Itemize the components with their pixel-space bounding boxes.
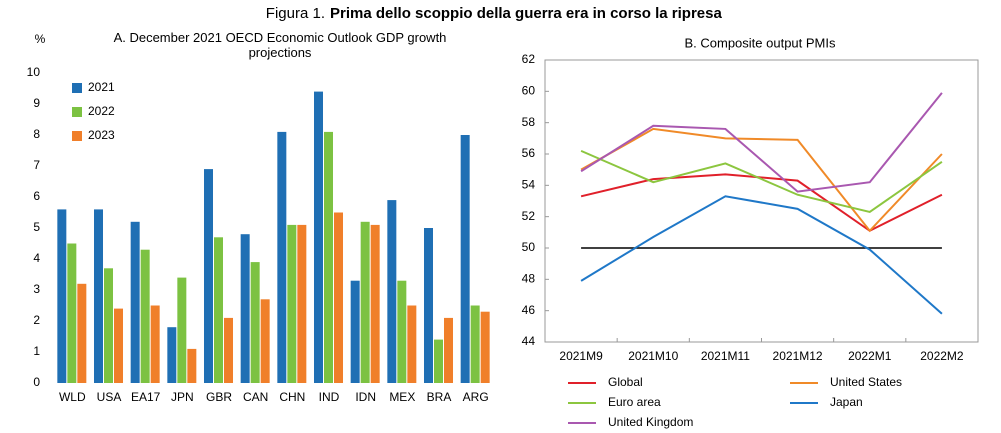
y-tick-label: 1 [33,344,40,358]
legend-label: 2021 [88,80,115,94]
bar [260,299,270,383]
chart-b-title: B. Composite output PMIs [684,35,836,50]
y-tick-label: 7 [33,158,40,172]
legend-label: Global [608,375,643,389]
y-tick-label: 2 [33,313,40,327]
bar [350,280,360,383]
y-tick-label: 62 [522,52,536,66]
y-tick-label: 8 [33,127,40,141]
y-tick-label: 56 [522,146,536,160]
bar [314,91,323,383]
bar [94,209,103,383]
bar [297,224,307,383]
legend-label: 2023 [88,128,115,142]
bar [287,224,297,383]
y-tick-label: 10 [27,65,41,79]
x-tick-label: WLD [59,390,86,404]
x-tick-label: USA [97,390,122,404]
legend-label: Japan [830,395,863,409]
bar [444,317,453,383]
y-tick-label: 5 [33,220,40,234]
bar [480,311,490,383]
y-tick-label: 46 [522,303,536,317]
bar [387,200,397,383]
line [580,195,943,315]
bar [407,305,417,383]
figure-title: Prima dello scoppio della guerra era in … [330,5,722,22]
x-tick-label: ARG [463,390,489,404]
y-tick-label: 52 [522,209,536,223]
y-tick-label: 9 [33,96,40,110]
legend-swatch [72,131,82,141]
line [580,149,943,214]
legend-label: Euro area [608,395,661,409]
plot-frame [544,59,979,343]
y-tick-label: 6 [33,189,40,203]
x-tick-label: 2021M12 [773,349,823,363]
x-tick-label: 2021M10 [628,349,678,363]
bar [187,348,197,383]
x-tick-label: 2022M1 [848,349,892,363]
bar [470,305,480,383]
figure-label: Figura 1. [266,5,325,22]
bar [204,169,213,383]
bar [397,280,407,383]
y-tick-label: 0 [33,375,40,389]
bar [77,283,87,383]
x-tick-label: MEX [389,390,415,404]
y-tick-label: 4 [33,251,40,265]
bar [434,339,443,383]
x-tick-label: IDN [355,390,376,404]
legend-label: United States [830,375,902,389]
bar [114,308,123,383]
bar [240,234,250,383]
x-tick-label: 2021M9 [559,349,603,363]
legend-label: 2022 [88,104,115,118]
bar [57,209,67,383]
legend-swatch [72,83,82,93]
x-tick-label: GBR [206,390,232,404]
bar [324,131,333,383]
x-tick-label: CAN [243,390,268,404]
y-tick-label: 60 [522,84,536,98]
bar [334,212,343,383]
bar [214,237,223,383]
bar [277,131,287,383]
line [580,173,943,232]
line [580,127,943,233]
bar [424,228,433,383]
bar [177,277,187,383]
bar [167,327,177,383]
legend-label: United Kingdom [608,415,693,429]
x-tick-label: IND [319,390,340,404]
bar [150,305,160,383]
y-tick-label: 54 [522,178,536,192]
bar [250,262,260,383]
x-tick-label: BRA [427,390,452,404]
y-tick-label: 50 [522,240,536,254]
bar [360,221,370,383]
line [580,92,943,193]
legend-swatch [72,107,82,117]
y-axis-label: % [35,32,46,46]
bar [67,243,77,383]
y-tick-label: 58 [522,115,536,129]
x-tick-label: 2022M2 [920,349,964,363]
bar [224,317,233,383]
x-tick-label: 2021M11 [701,349,750,363]
y-tick-label: 44 [522,334,536,348]
bar [130,221,140,383]
x-tick-label: JPN [171,390,194,404]
y-tick-label: 3 [33,282,40,296]
bar [104,268,113,383]
bar [140,249,150,383]
bar [370,224,380,383]
x-tick-label: EA17 [131,390,161,404]
bar [460,135,470,383]
chart-a-title: A. December 2021 OECD Economic Outlook G… [113,30,447,60]
chart-a-title-box: A. December 2021 OECD Economic Outlook G… [113,30,447,60]
x-tick-label: CHN [279,390,305,404]
y-tick-label: 48 [522,272,536,286]
